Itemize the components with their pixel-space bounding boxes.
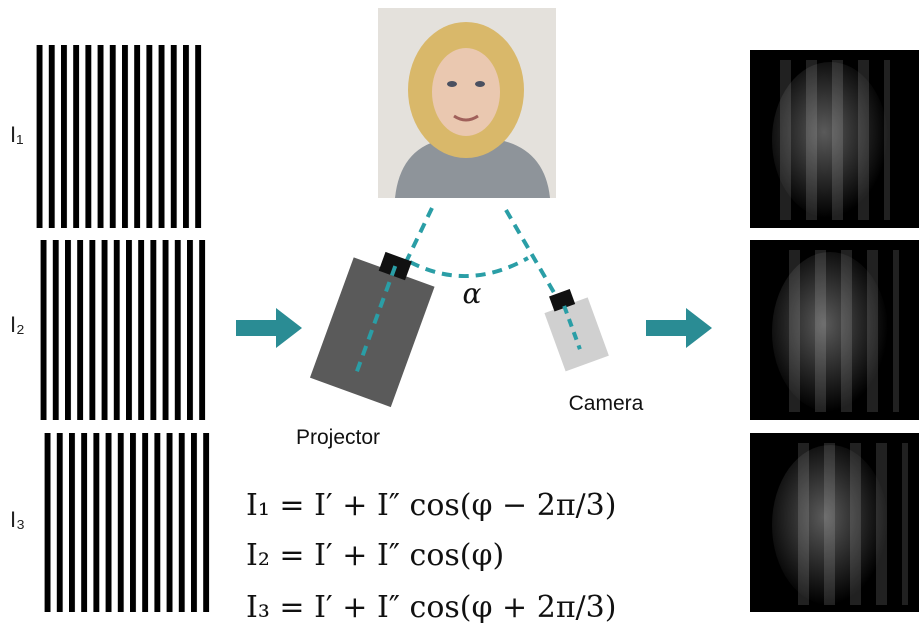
angle-label: α	[463, 277, 482, 310]
arrow	[646, 308, 712, 348]
setup	[310, 208, 609, 407]
projector	[310, 242, 440, 407]
captured-images	[750, 50, 919, 612]
fringe-image	[43, 433, 213, 612]
pattern-label: I₁	[10, 122, 24, 147]
equation: I₃ = I′ + I″ cos(φ + 2π/3)	[246, 590, 616, 625]
equation: I₂ = I′ + I″ cos(φ)	[246, 538, 504, 573]
pattern-label: I₂	[10, 312, 25, 337]
pattern-label: I₃	[10, 507, 25, 532]
camera-label: Camera	[569, 392, 644, 415]
diagram: I₁ I₂ I₃ α Projector Camera I₁ = I′ + I″…	[0, 0, 919, 632]
equation: I₁ = I′ + I″ cos(φ − 2π/3)	[246, 488, 616, 523]
arrow	[236, 308, 302, 348]
fringe-image	[39, 240, 209, 420]
fringe-patterns	[35, 45, 213, 612]
projector-label: Projector	[296, 426, 380, 449]
camera	[540, 284, 609, 371]
portrait-photo	[378, 8, 556, 198]
fringe-image	[35, 45, 205, 228]
